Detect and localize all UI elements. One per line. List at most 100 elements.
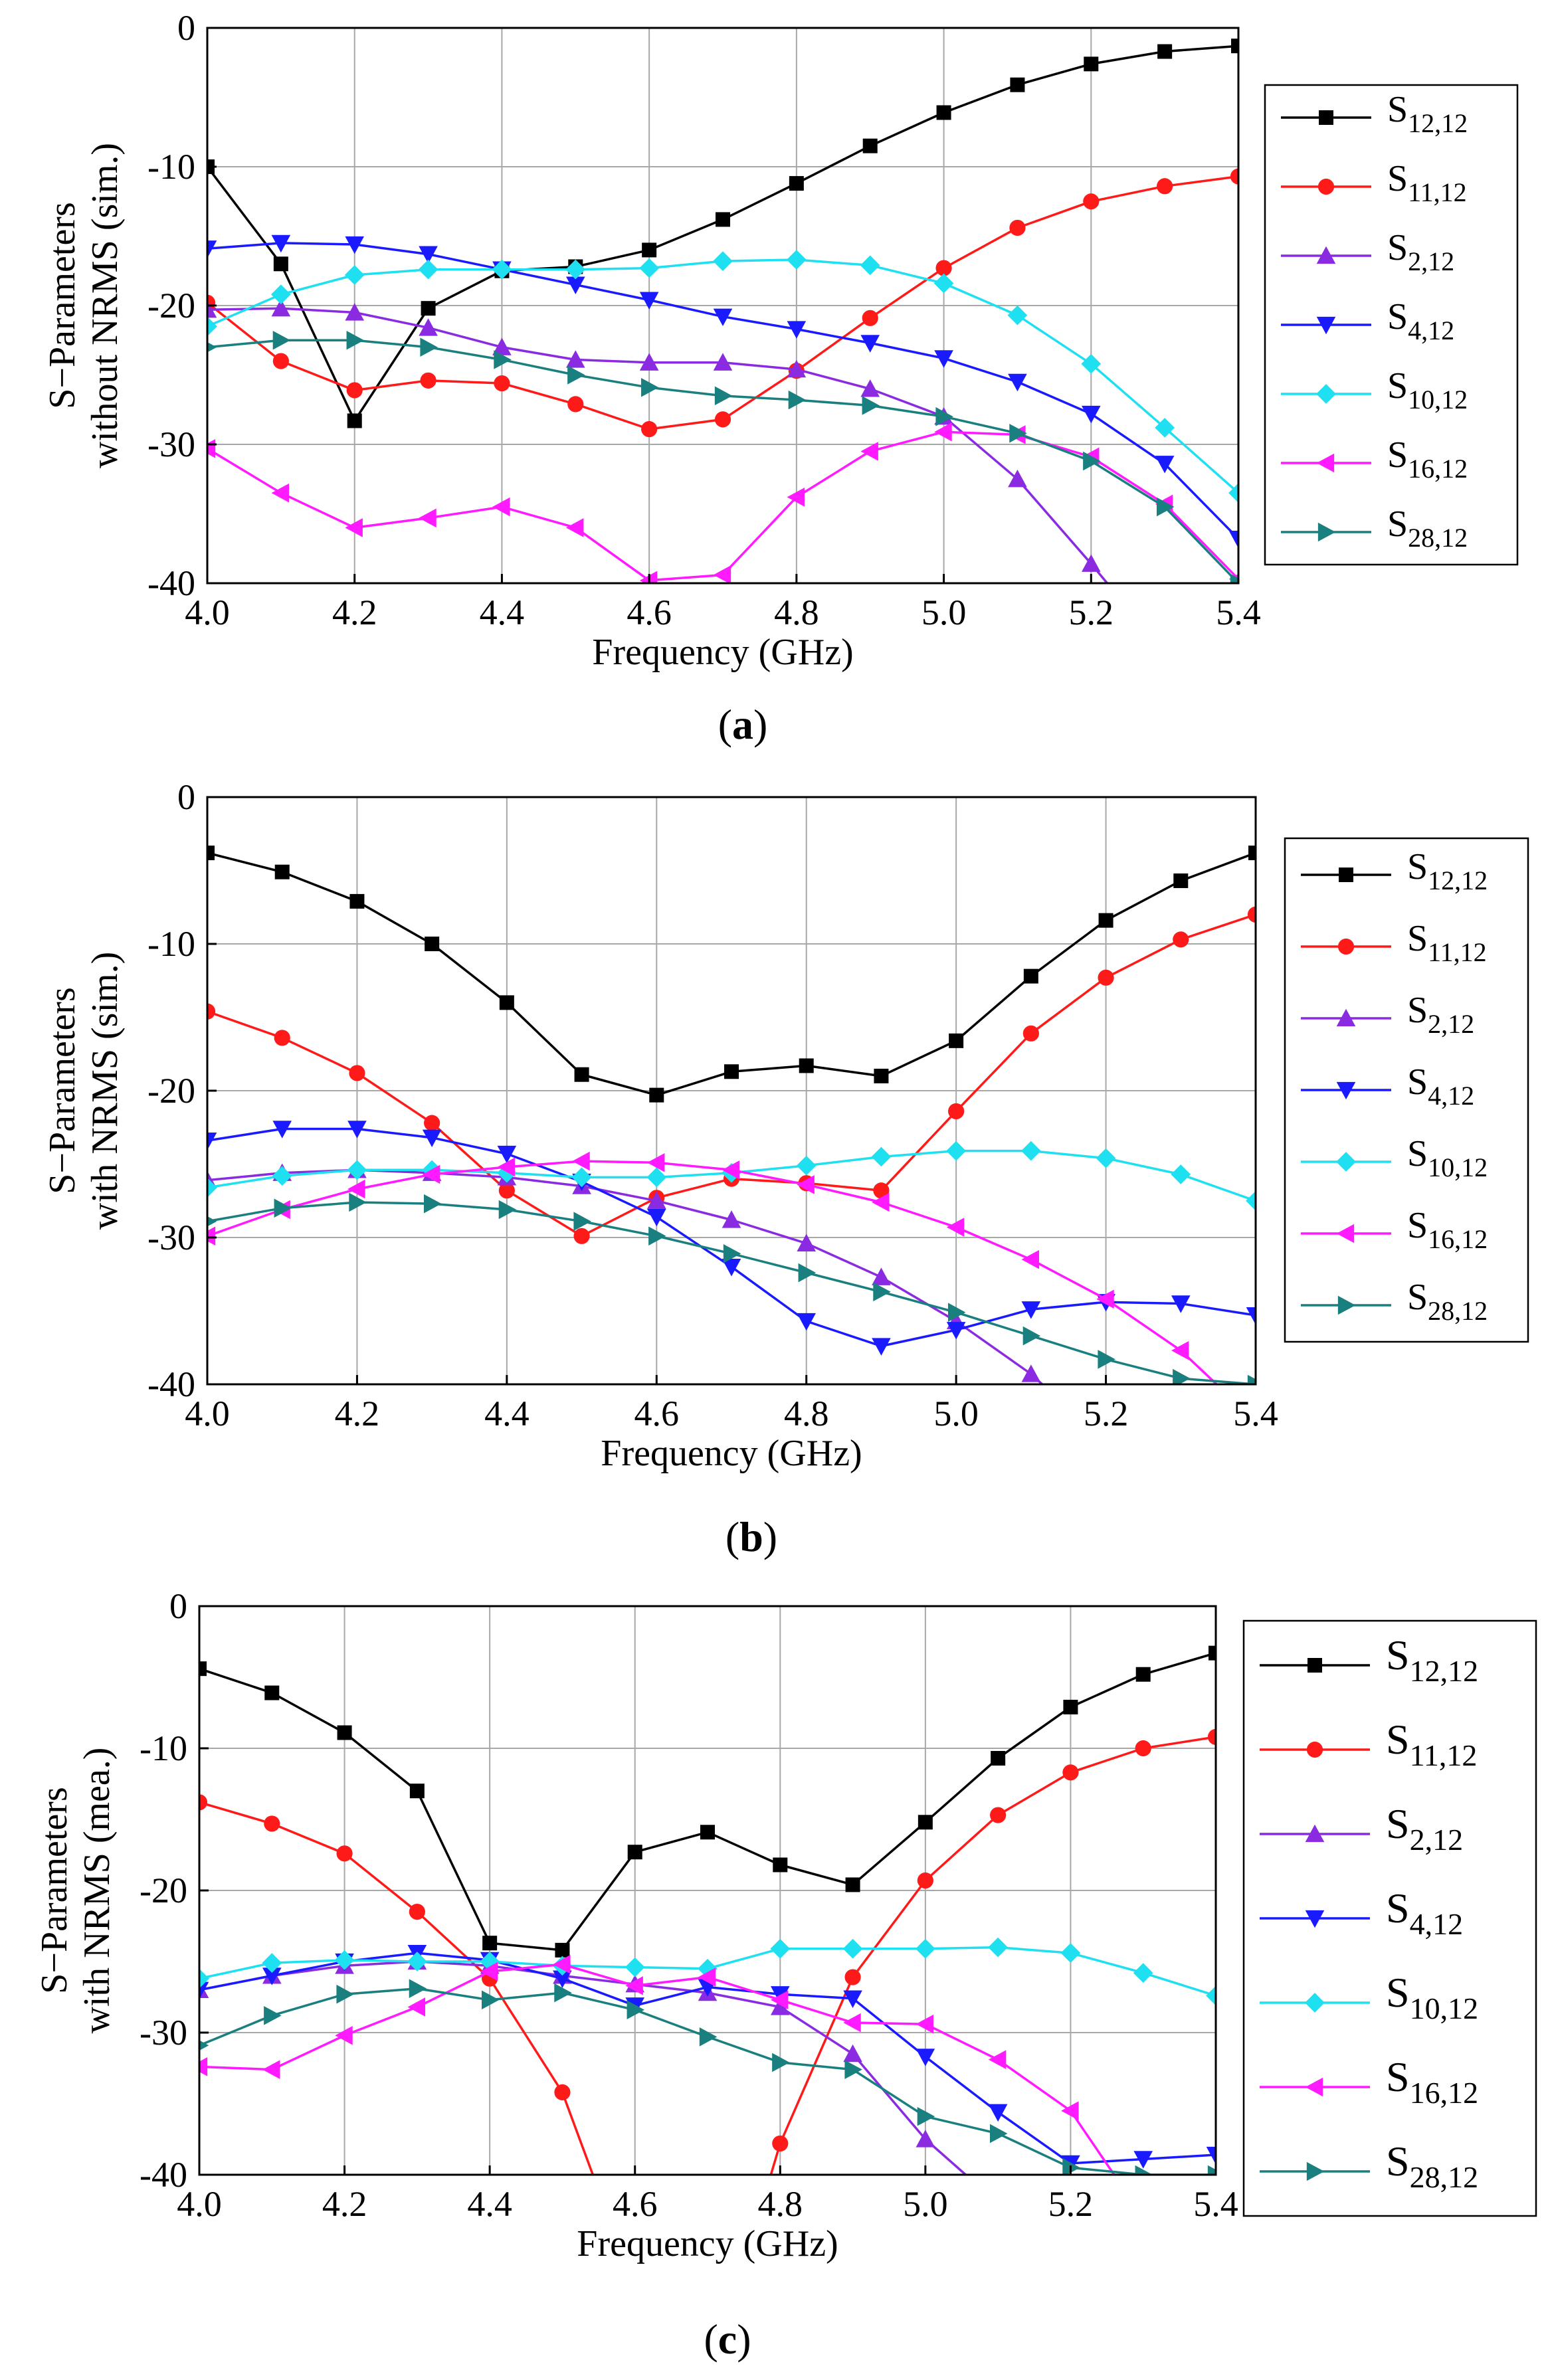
- legend-label: S2,12: [1407, 990, 1474, 1039]
- data-point-S4_12: [207, 240, 217, 258]
- data-point-S28_12: [336, 1984, 354, 2004]
- data-point-S16_12: [271, 483, 290, 503]
- data-point-S16_12: [480, 1962, 498, 1981]
- data-point-S16_12: [419, 508, 436, 528]
- x-tick-label: 4.2: [332, 593, 377, 632]
- data-point-S4_12: [988, 2104, 1008, 2122]
- data-point-S10_12: [418, 259, 438, 280]
- legend-marker: [1305, 2077, 1323, 2097]
- data-point-S12_12: [845, 1877, 860, 1892]
- data-point-S11_12: [1247, 906, 1256, 923]
- legend: S12,12 S11,12 S2,12 S4,12 S10,12 S16,12 S28,12: [1284, 837, 1529, 1343]
- data-point-S11_12: [1083, 193, 1100, 210]
- data-point-S28_12: [723, 1244, 741, 1263]
- x-tick-label: 5.0: [933, 1394, 979, 1433]
- data-point-S11_12: [641, 420, 658, 438]
- panel-caption: (b): [726, 1513, 777, 1560]
- legend-label: S28,12: [1407, 1277, 1488, 1326]
- legend-item-S28_12: S28,12: [1260, 2138, 1478, 2194]
- data-point-S10_12: [842, 1938, 863, 1959]
- y-axis-label: S−Parameters with NRMS (mea.): [34, 1748, 118, 2034]
- data-point-S12_12: [425, 937, 440, 951]
- x-tick-label: 4.2: [322, 2184, 367, 2224]
- data-point-S16_12: [565, 518, 584, 537]
- data-point-S4_12: [347, 1121, 367, 1139]
- data-point-S28_12: [498, 1200, 517, 1220]
- x-tick-label: 4.2: [335, 1394, 380, 1433]
- data-point-S11_12: [349, 1065, 365, 1081]
- x-tick-label: 5.0: [903, 2184, 948, 2224]
- data-point-S28_12: [699, 2027, 718, 2047]
- y-axis-label-line: without NRMS (sim.): [84, 143, 126, 468]
- y-axis-label-line: S−Parameters: [42, 987, 83, 1194]
- data-point-S10_12: [571, 1167, 592, 1188]
- data-point-S4_12: [797, 1313, 817, 1331]
- data-point-S4_12: [872, 1338, 891, 1356]
- legend-marker: [1307, 1658, 1322, 1673]
- data-point-S10_12: [1228, 483, 1238, 503]
- data-point-S2_12: [1061, 2250, 1080, 2268]
- data-point-S11_12: [917, 1872, 933, 1889]
- data-point-S10_12: [1007, 305, 1028, 325]
- data-point-S10_12: [347, 1160, 367, 1180]
- data-point-S11_12: [627, 2280, 643, 2296]
- legend-item-S16_12: S16,12: [1301, 1205, 1488, 1254]
- data-point-S12_12: [642, 242, 657, 258]
- y-tick-label: -10: [147, 924, 195, 964]
- legend-marker: [1337, 938, 1355, 955]
- chart-panel-b: 4.0 4.2 4.4 4.6 4.8 5.0 5.2 5.4 0 -10 -20 -30 -40 Fre…: [42, 777, 1529, 1560]
- data-point-S4_12: [345, 236, 365, 254]
- data-point-S12_12: [789, 176, 804, 191]
- data-point-S2_12: [1008, 469, 1027, 488]
- legend-item-S4_12: S4,12: [1281, 296, 1454, 345]
- data-point-S28_12: [772, 2053, 790, 2072]
- data-point-S10_12: [1021, 1141, 1041, 1161]
- legend-label: S11,12: [1407, 918, 1487, 967]
- data-point-S2_12: [646, 1191, 666, 1209]
- data-point-S2_12: [1229, 713, 1248, 730]
- data-point-S2_12: [345, 303, 365, 321]
- data-point-S4_12: [722, 1259, 741, 1277]
- data-point-S12_12: [482, 1936, 498, 1951]
- legend: S12,12 S11,12 S2,12 S4,12 S10,12 S16,12 S28,12: [1264, 84, 1519, 566]
- legend-label: S28,12: [1387, 503, 1468, 553]
- y-tick-label: 0: [177, 777, 195, 817]
- legend-marker: [1339, 868, 1353, 882]
- data-point-S12_12: [199, 1661, 207, 1677]
- data-point-S2_12: [1133, 2279, 1153, 2296]
- data-point-S10_12: [565, 259, 586, 280]
- data-point-S16_12: [770, 1990, 789, 2010]
- data-point-S4_12: [934, 350, 953, 368]
- data-point-S16_12: [497, 1157, 516, 1177]
- data-point-S10_12: [1081, 353, 1102, 374]
- data-point-S12_12: [349, 893, 365, 909]
- data-point-S4_12: [497, 1145, 517, 1164]
- legend-label: S11,12: [1386, 1716, 1477, 1772]
- data-point-S16_12: [787, 488, 805, 507]
- data-point-S12_12: [991, 1750, 1006, 1766]
- legend-label: S12,12: [1387, 89, 1468, 138]
- x-tick-label: 4.6: [634, 1394, 680, 1433]
- data-point-S16_12: [345, 518, 363, 537]
- data-point-S2_12: [1207, 2308, 1226, 2325]
- x-axis-label: Frequency (GHz): [577, 2223, 838, 2264]
- data-point-S11_12: [554, 2084, 571, 2100]
- x-tick-label: 4.6: [627, 593, 672, 632]
- data-point-S28_12: [648, 1226, 666, 1246]
- data-point-S28_12: [420, 337, 438, 357]
- data-point-S4_12: [1171, 1295, 1191, 1313]
- legend-item-S2_12: S2,12: [1281, 227, 1454, 276]
- y-tick-label: -10: [147, 147, 195, 187]
- data-point-S16_12: [988, 2050, 1007, 2069]
- data-point-S11_12: [336, 1845, 353, 1862]
- data-point-S4_12: [565, 276, 585, 294]
- data-point-S12_12: [1248, 845, 1256, 860]
- series-group: [199, 1645, 1226, 2325]
- data-point-S28_12: [1230, 573, 1238, 583]
- data-point-S12_12: [1084, 56, 1099, 72]
- series-group: [207, 845, 1256, 1384]
- data-point-S4_12: [646, 1208, 666, 1227]
- y-axis-label: S−Parameters with NRMS (sim.): [42, 952, 126, 1230]
- legend-label: S28,12: [1386, 2138, 1478, 2194]
- data-point-S2_12: [787, 359, 807, 378]
